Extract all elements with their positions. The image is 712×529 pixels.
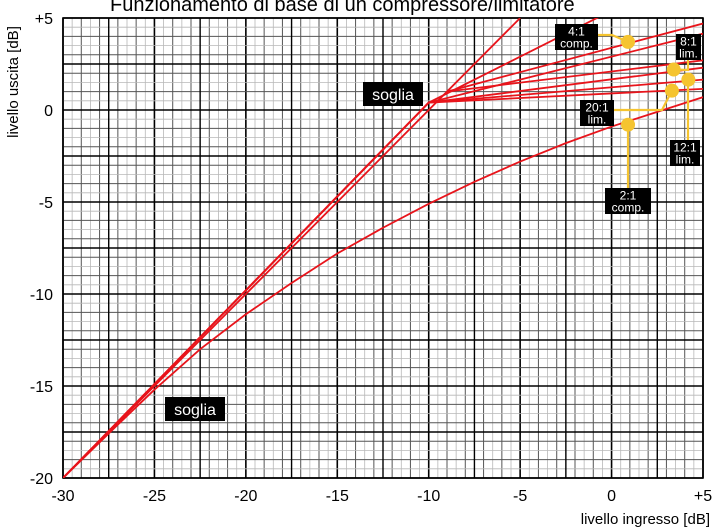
y-tick-label: 0 bbox=[44, 103, 53, 120]
annotation-label: soglia bbox=[372, 87, 414, 104]
annotation-label: soglia bbox=[174, 402, 216, 419]
chart-top-caption: Funzionamento di base di un compressore/… bbox=[110, 0, 575, 16]
annotation-box bbox=[555, 24, 598, 50]
x-tick-label: -25 bbox=[143, 488, 166, 505]
annotation-label-line: soglia bbox=[372, 87, 414, 104]
annotation-label-line: 2:1 bbox=[620, 188, 637, 202]
annotation-label: 8:1 lim. bbox=[679, 34, 698, 60]
y-axis-label: livello uscita [dB] bbox=[5, 26, 22, 138]
annotation-label-line: comp. bbox=[560, 36, 593, 50]
annotation-label-line: 8:1 bbox=[680, 34, 697, 48]
annotation-marker bbox=[666, 62, 681, 77]
annotation-box bbox=[363, 82, 423, 106]
y-tick-label: +5 bbox=[35, 11, 53, 28]
annotation-marker bbox=[621, 117, 636, 132]
series-line bbox=[63, 87, 703, 478]
annotation-label: 12:1 lim. bbox=[673, 140, 697, 166]
annotation-box bbox=[165, 397, 225, 421]
annotation-label-line: lim. bbox=[679, 46, 698, 60]
annotation-label: 2:1 comp. bbox=[612, 188, 645, 214]
annotation-label-line: 20:1 bbox=[585, 100, 609, 114]
curves bbox=[63, 18, 703, 478]
y-tick-label: -15 bbox=[30, 379, 53, 396]
annotation-box bbox=[670, 140, 700, 166]
x-tick-label: 0 bbox=[607, 488, 616, 505]
y-tick-label: -20 bbox=[30, 471, 53, 488]
x-tick-label: -20 bbox=[234, 488, 257, 505]
annotation-leader bbox=[614, 90, 673, 112]
series-line bbox=[63, 96, 703, 478]
x-tick-label: -10 bbox=[417, 488, 440, 505]
annotation-marker bbox=[664, 83, 679, 98]
series-line bbox=[446, 59, 703, 93]
x-tick-label: +5 bbox=[694, 488, 712, 505]
series-line bbox=[446, 22, 703, 93]
tick-labels: -30 -25 -20 -15 -10 -5 0 +5 -20 -15 -10 -5 0 +5 bbox=[30, 11, 712, 505]
annotation-marker bbox=[621, 34, 636, 49]
x-axis-label: livello ingresso [dB] bbox=[581, 511, 710, 528]
annotation-label-line: 4:1 bbox=[568, 24, 585, 38]
y-tick-label: -5 bbox=[39, 195, 53, 212]
annotation-label-line: lim. bbox=[676, 152, 695, 166]
x-tick-label: -15 bbox=[326, 488, 349, 505]
annotation-box bbox=[605, 188, 651, 214]
annotation-label-line: lim. bbox=[588, 112, 607, 126]
annotation-label: 4:1 comp. bbox=[560, 24, 593, 50]
annotation-box bbox=[580, 100, 614, 126]
x-tick-label: -30 bbox=[51, 488, 74, 505]
annotation-label: 20:1 lim. bbox=[585, 100, 609, 126]
annotation-label-line: 12:1 bbox=[673, 140, 697, 154]
annotation-marker bbox=[681, 72, 696, 87]
annotation-box bbox=[676, 34, 701, 60]
x-tick-label: -5 bbox=[513, 488, 527, 505]
annotation-label-line: comp. bbox=[612, 200, 645, 214]
y-tick-label: -10 bbox=[30, 287, 53, 304]
plot-frame bbox=[62, 17, 704, 479]
annotation-label-line: soglia bbox=[174, 402, 216, 419]
